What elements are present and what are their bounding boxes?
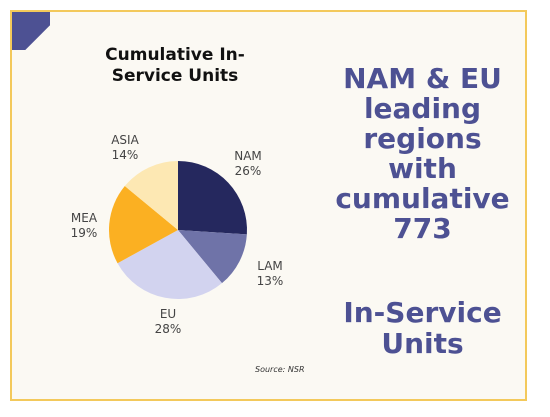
headline-line: with [388,152,457,185]
slice-value-asia: 14% [112,148,139,162]
chart-title-line-2: Service Units [111,66,239,86]
slice-value-eu: 28% [155,322,182,336]
headline-line: 773 [393,212,452,245]
headline-line: leading [363,92,482,125]
subheadline-line: Units [381,327,464,360]
pie-slice-mea [108,186,178,264]
slice-label-mea: MEA [71,211,98,225]
pie-slice-asia [124,161,178,230]
pie-slice-lam [178,230,247,284]
headline-line: NAM & EU [343,62,502,95]
chart-title-line-1: Cumulative In- [105,45,245,65]
slice-value-lam: 13% [257,274,284,288]
slice-value-mea: 19% [71,226,98,240]
slide [10,10,527,401]
slice-label-eu: EU [160,307,176,321]
headline-line: regions [363,122,482,155]
slice-label-asia: ASIA [111,133,139,147]
slice-label-lam: LAM [257,259,283,273]
pie-slice-eu [117,230,222,300]
slice-value-nam: 26% [235,164,262,178]
source-note: Source: NSR [255,365,305,374]
slice-label-nam: NAM [234,149,262,163]
subheadline-line: In-Service [343,296,502,329]
headline: NAM & EU leading regions with cumulative… [330,64,515,244]
pie-slice-nam [178,161,247,235]
headline-line: cumulative [335,182,510,215]
subheadline: In-Service Units [330,297,515,359]
chart-title: Cumulative In- Service Units [80,45,270,87]
